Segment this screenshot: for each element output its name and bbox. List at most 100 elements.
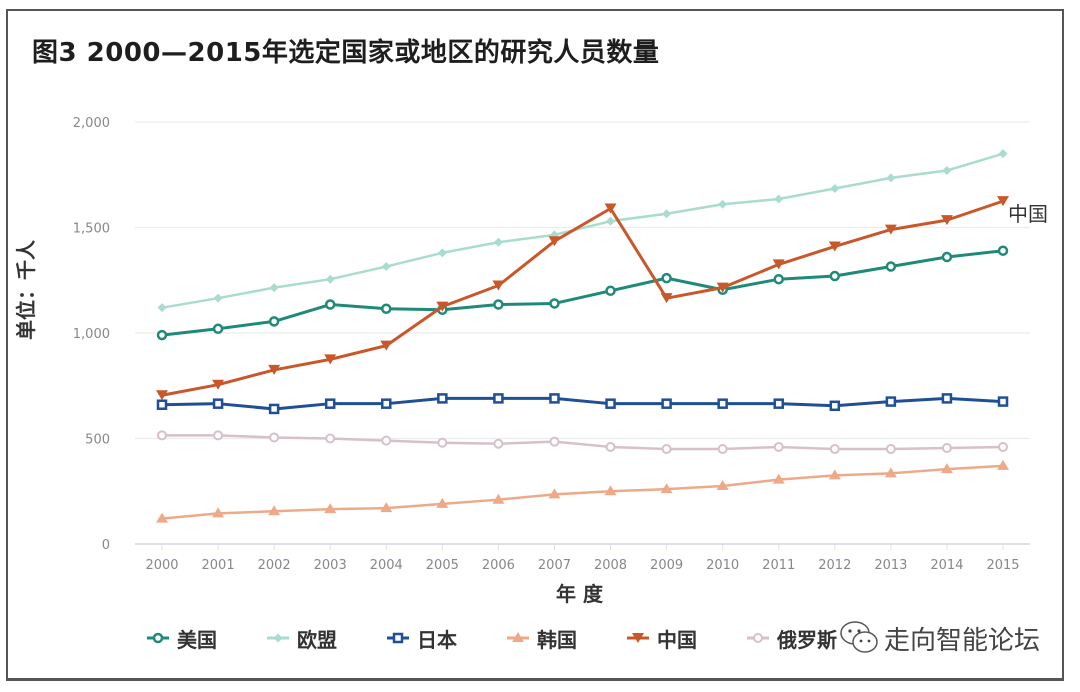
data-point bbox=[772, 473, 785, 484]
x-tick-label: 2000 bbox=[145, 558, 178, 573]
data-point bbox=[493, 438, 504, 449]
series-line bbox=[161, 152, 1004, 309]
data-point bbox=[212, 398, 224, 409]
legend-label: 中国 bbox=[657, 627, 697, 652]
gridlines bbox=[135, 121, 1030, 440]
legend-swatch-icon bbox=[627, 633, 649, 643]
data-point bbox=[772, 259, 785, 270]
data-point bbox=[940, 215, 953, 226]
legend-label: 俄罗斯 bbox=[777, 627, 837, 652]
data-point bbox=[212, 507, 225, 518]
data-point bbox=[493, 237, 503, 247]
data-point bbox=[325, 274, 335, 284]
data-point bbox=[998, 441, 1008, 452]
data-point bbox=[997, 245, 1009, 256]
x-tick-label: 2012 bbox=[818, 558, 851, 573]
data-point bbox=[660, 293, 673, 304]
data-point bbox=[829, 270, 841, 282]
series-0 bbox=[156, 245, 1009, 341]
data-point bbox=[549, 393, 560, 404]
x-tick-label: 2007 bbox=[538, 558, 571, 573]
data-point bbox=[381, 435, 392, 446]
data-point bbox=[324, 503, 337, 514]
data-point bbox=[436, 301, 449, 312]
data-point bbox=[212, 379, 225, 390]
data-point bbox=[157, 430, 167, 441]
data-point bbox=[324, 299, 336, 310]
data-point bbox=[998, 149, 1008, 159]
data-point bbox=[156, 329, 168, 341]
legend-label: 日本 bbox=[417, 627, 457, 652]
data-point bbox=[661, 444, 672, 455]
figure-frame bbox=[6, 9, 1064, 681]
x-tick-label: 2014 bbox=[930, 558, 963, 573]
data-point bbox=[213, 293, 223, 303]
data-point bbox=[548, 488, 561, 499]
x-tick-label: 2005 bbox=[426, 558, 459, 573]
data-point bbox=[605, 398, 616, 409]
data-point bbox=[941, 393, 953, 404]
series-line bbox=[161, 464, 1004, 520]
y-tick-label: 2,000 bbox=[73, 116, 110, 131]
data-point bbox=[828, 241, 841, 252]
data-point bbox=[437, 248, 447, 258]
legend-item: 韩国 bbox=[505, 624, 577, 653]
data-point bbox=[268, 316, 280, 327]
data-point bbox=[156, 399, 168, 410]
data-point bbox=[884, 224, 897, 235]
data-point bbox=[381, 262, 391, 272]
data-point bbox=[156, 512, 168, 523]
data-point bbox=[997, 196, 1009, 207]
data-point bbox=[942, 166, 952, 176]
legend-label: 韩国 bbox=[537, 627, 577, 652]
chart-title: 图3 2000—2015年选定国家或地区的研究人员数量 bbox=[32, 38, 660, 68]
legend-label: 欧盟 bbox=[297, 627, 337, 652]
data-point bbox=[605, 441, 616, 452]
data-point bbox=[718, 199, 728, 209]
data-point bbox=[493, 393, 504, 404]
legend-marker bbox=[512, 632, 524, 642]
data-point bbox=[885, 396, 897, 407]
data-point bbox=[997, 396, 1009, 407]
data-point bbox=[269, 432, 280, 443]
data-point bbox=[606, 216, 616, 226]
data-point bbox=[660, 483, 673, 494]
data-point bbox=[716, 282, 729, 293]
data-point bbox=[661, 272, 672, 284]
watermark-text: 走向智能论坛 bbox=[884, 625, 1041, 656]
data-point bbox=[662, 209, 672, 219]
y-tick-label: 1,500 bbox=[73, 222, 110, 237]
data-point bbox=[717, 444, 728, 455]
series-4 bbox=[156, 196, 1009, 401]
data-point bbox=[324, 398, 336, 409]
data-point bbox=[157, 303, 167, 313]
legend-label: 美国 bbox=[177, 627, 217, 652]
data-point bbox=[885, 444, 896, 455]
y-tick-label: 0 bbox=[102, 538, 110, 553]
legend-marker bbox=[632, 633, 644, 643]
legend-swatch-icon bbox=[147, 632, 169, 644]
legend-item: 日本 bbox=[385, 624, 457, 653]
china-annotation: 中国 bbox=[1008, 202, 1048, 226]
data-point bbox=[269, 283, 279, 293]
y-tick-labels: 0 500 1,000 1,500 2,000 bbox=[73, 116, 110, 553]
legend-swatch-icon bbox=[507, 632, 529, 642]
wechat-icon bbox=[840, 621, 878, 653]
legend: 美国 欧盟 日本 韩国 中国 俄罗斯 bbox=[145, 623, 885, 653]
data-point bbox=[549, 298, 560, 309]
x-tick-label: 2010 bbox=[706, 558, 739, 573]
series-2 bbox=[156, 393, 1009, 415]
data-point bbox=[493, 299, 504, 310]
data-point bbox=[941, 442, 952, 453]
data-point bbox=[717, 398, 728, 409]
data-point bbox=[830, 183, 840, 193]
data-point bbox=[605, 285, 616, 297]
data-point bbox=[325, 433, 336, 444]
x-tick-label: 2013 bbox=[874, 558, 907, 573]
data-point bbox=[492, 280, 505, 291]
legend-item: 美国 bbox=[145, 624, 217, 653]
x-tick-label: 2002 bbox=[258, 558, 291, 573]
x-tick-label: 2004 bbox=[370, 558, 403, 573]
data-point bbox=[773, 441, 784, 452]
legend-swatch-icon bbox=[387, 632, 409, 644]
